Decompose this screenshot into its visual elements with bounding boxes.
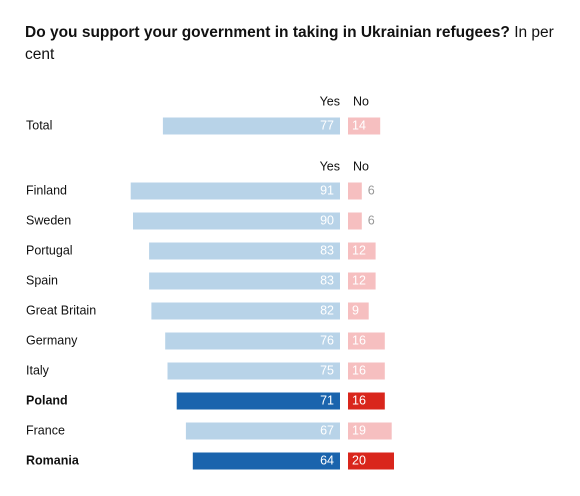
value-label: 75 bbox=[320, 363, 334, 377]
category-label: Finland bbox=[26, 183, 67, 197]
no-bar bbox=[348, 332, 385, 350]
category-label: Total bbox=[26, 118, 52, 132]
category-label: Spain bbox=[26, 273, 58, 287]
column-header: Yes bbox=[320, 159, 340, 173]
value-label: 91 bbox=[320, 183, 334, 197]
category-label: Germany bbox=[26, 333, 78, 347]
value-label: 67 bbox=[320, 423, 334, 437]
yes-bar bbox=[162, 117, 340, 135]
category-label: Romania bbox=[26, 453, 80, 467]
value-label: 71 bbox=[320, 393, 334, 407]
value-label: 6 bbox=[368, 213, 375, 227]
yes-bar bbox=[149, 272, 340, 290]
value-label: 90 bbox=[320, 213, 334, 227]
no-bar bbox=[348, 392, 385, 410]
category-label: Great Britain bbox=[26, 303, 96, 317]
yes-bar bbox=[151, 302, 340, 320]
value-label: 83 bbox=[320, 273, 334, 287]
category-label: France bbox=[26, 423, 65, 437]
yes-bar bbox=[130, 182, 340, 200]
value-label: 6 bbox=[368, 183, 375, 197]
category-label: Sweden bbox=[26, 213, 71, 227]
no-bar bbox=[348, 212, 362, 230]
column-header: No bbox=[353, 159, 369, 173]
no-bar bbox=[348, 117, 381, 135]
category-label: Portugal bbox=[26, 243, 73, 257]
value-label: 9 bbox=[352, 303, 359, 317]
no-bar bbox=[348, 242, 376, 260]
no-bar bbox=[348, 302, 369, 320]
value-label: 16 bbox=[352, 363, 366, 377]
value-label: 76 bbox=[320, 333, 334, 347]
value-label: 19 bbox=[352, 423, 366, 437]
no-bar bbox=[348, 452, 394, 470]
column-header: Yes bbox=[320, 94, 340, 108]
category-label: Poland bbox=[26, 393, 68, 407]
yes-bar bbox=[176, 392, 340, 410]
yes-bar bbox=[167, 362, 340, 380]
value-label: 64 bbox=[320, 453, 334, 467]
chart-title: Do you support your government in taking… bbox=[25, 24, 510, 41]
no-bar bbox=[348, 422, 392, 440]
category-label: Italy bbox=[26, 363, 50, 377]
value-label: 12 bbox=[352, 273, 366, 287]
value-label: 20 bbox=[352, 453, 366, 467]
no-bar bbox=[348, 182, 362, 200]
yes-bar bbox=[149, 242, 340, 260]
no-bar bbox=[348, 362, 385, 380]
heading: Do you support your government in taking… bbox=[25, 22, 560, 66]
yes-bar bbox=[165, 332, 340, 350]
column-header: No bbox=[353, 94, 369, 108]
value-label: 77 bbox=[320, 118, 334, 132]
value-label: 16 bbox=[352, 333, 366, 347]
subtitle: In per cent bbox=[25, 24, 554, 63]
value-label: 82 bbox=[320, 303, 334, 317]
value-label: 83 bbox=[320, 243, 334, 257]
value-label: 14 bbox=[352, 118, 366, 132]
no-bar bbox=[348, 272, 376, 290]
yes-bar bbox=[185, 422, 340, 440]
value-label: 16 bbox=[352, 393, 366, 407]
value-label: 12 bbox=[352, 243, 366, 257]
yes-bar bbox=[133, 212, 340, 230]
yes-bar bbox=[192, 452, 340, 470]
